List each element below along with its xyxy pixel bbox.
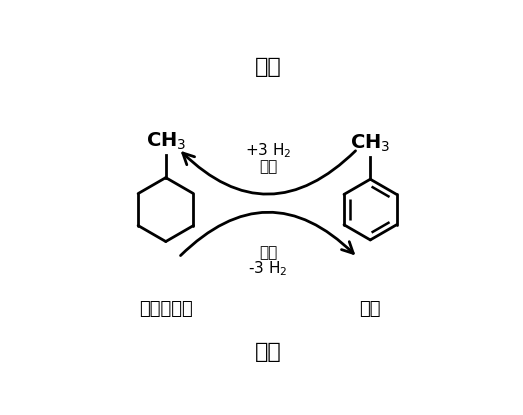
FancyArrowPatch shape: [180, 212, 354, 256]
Text: 放热: 放热: [259, 159, 277, 174]
Text: 甲苯: 甲苯: [359, 300, 381, 317]
Text: 吸热: 吸热: [259, 245, 277, 260]
Text: 氢化: 氢化: [255, 57, 281, 77]
Text: 脱氢: 脱氢: [255, 342, 281, 362]
Text: -3 H$_2$: -3 H$_2$: [248, 259, 288, 278]
Text: CH$_3$: CH$_3$: [145, 131, 186, 152]
FancyArrowPatch shape: [183, 151, 356, 194]
Text: +3 H$_2$: +3 H$_2$: [245, 141, 291, 160]
Text: CH$_3$: CH$_3$: [350, 133, 391, 154]
Text: 甲基环己烷: 甲基环己烷: [139, 300, 192, 317]
